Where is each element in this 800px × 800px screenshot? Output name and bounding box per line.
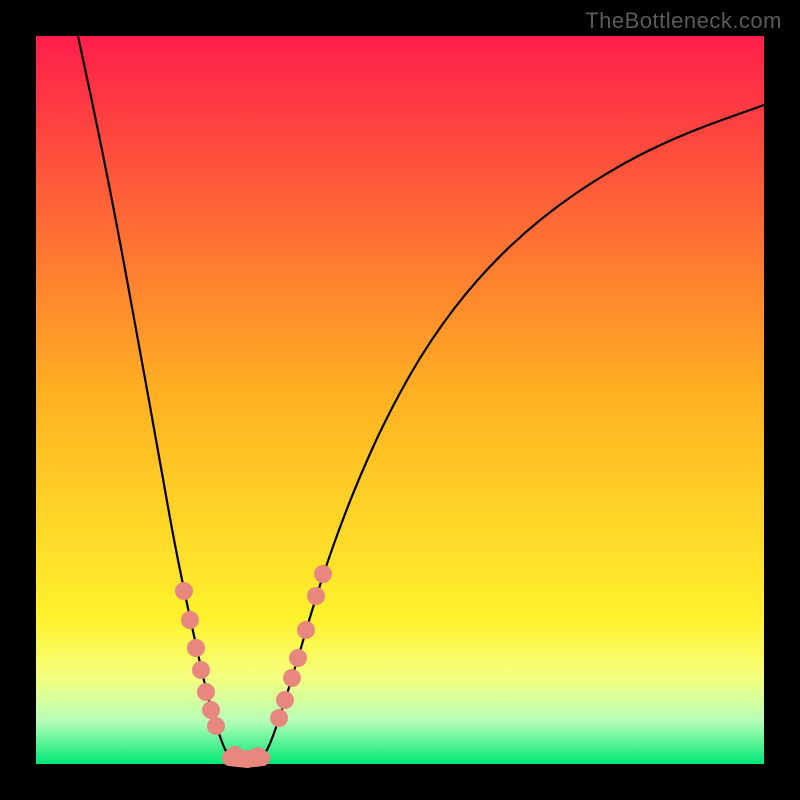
data-marker xyxy=(175,582,193,600)
chart-overlay xyxy=(0,0,800,800)
data-marker xyxy=(270,709,288,727)
v-curve-left-branch xyxy=(78,36,230,758)
data-marker xyxy=(314,565,332,583)
watermark-text: TheBottleneck.com xyxy=(585,8,782,34)
data-marker xyxy=(181,611,199,629)
data-marker xyxy=(283,669,301,687)
data-marker xyxy=(207,717,225,735)
data-marker xyxy=(197,683,215,701)
data-marker xyxy=(289,649,307,667)
data-marker xyxy=(192,661,210,679)
data-marker xyxy=(276,691,294,709)
v-curve-right-branch xyxy=(262,105,764,758)
data-marker xyxy=(307,587,325,605)
data-marker xyxy=(187,639,205,657)
data-marker xyxy=(297,621,315,639)
data-marker xyxy=(249,747,267,765)
data-marker xyxy=(202,701,220,719)
data-markers xyxy=(175,565,332,768)
